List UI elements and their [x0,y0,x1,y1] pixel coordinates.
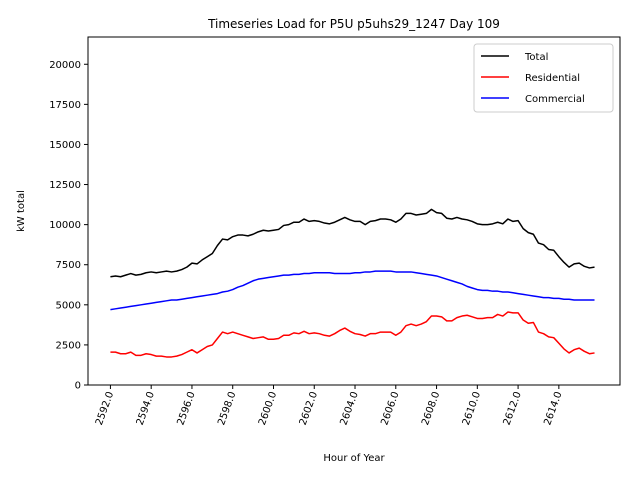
y-tick-label: 15000 [49,140,81,151]
series-layer [110,208,595,358]
legend: Total Residential Commercial [473,43,614,113]
y-axis-ticks: 0 2500 5000 7500 10000 12500 15000 17500 20000 [49,60,88,392]
y-tick-label: 10000 [49,220,81,231]
y-tick-label: 2500 [56,340,81,351]
legend-label-residential: Residential [525,73,580,84]
legend-label-total: Total [524,52,548,63]
y-tick-label: 0 [75,381,81,392]
y-tick-label: 17500 [49,100,81,111]
chart-title: Timeseries Load for P5U p5uhs29_1247 Day… [207,17,500,31]
y-tick-label: 5000 [56,300,81,311]
plot-frame [87,36,621,386]
series-line-total [110,208,595,278]
y-tick-label: 7500 [56,260,81,271]
y-tick-label: 12500 [49,180,81,191]
y-tick-label: 20000 [49,60,81,71]
legend-box [473,43,614,113]
series-line-commercial [110,270,595,311]
legend-label-commercial: Commercial [525,94,585,105]
y-axis-label: kW total [16,190,27,232]
x-axis-label: Hour of Year [323,453,385,464]
series-line-residential [110,311,595,358]
